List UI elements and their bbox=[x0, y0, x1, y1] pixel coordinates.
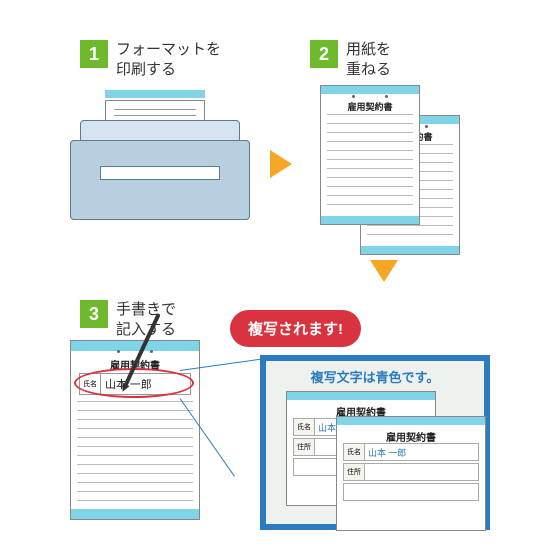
arrow-down-icon bbox=[370, 260, 398, 282]
doc-title: 雇用契約書 bbox=[337, 429, 485, 444]
zoom-sheet-2: 雇用契約書 氏名山本 一郎 住所 bbox=[336, 416, 486, 531]
step-2-label: 用紙を 重ねる bbox=[346, 40, 391, 79]
step-2-header: 2 用紙を 重ねる bbox=[310, 40, 391, 79]
step-1-number: 1 bbox=[80, 40, 108, 68]
zoom-panel: 複写文字は青色です。 雇用契約書 氏名山本 一郎 住所 雇用契約書 氏名山本 一… bbox=[260, 355, 490, 530]
step-3-number: 3 bbox=[80, 300, 108, 328]
printer-illustration bbox=[70, 90, 250, 220]
doc-title: 雇用契約書 bbox=[321, 100, 419, 113]
step-3-label: 手書きで 記入する bbox=[116, 300, 176, 339]
highlight-circle bbox=[74, 368, 194, 398]
zoom-note: 複写文字は青色です。 bbox=[266, 367, 484, 386]
arrow-right-icon bbox=[270, 150, 292, 178]
sheet-front: 雇用契約書 bbox=[320, 85, 420, 225]
step-3-header: 3 手書きで 記入する bbox=[80, 300, 176, 339]
stacked-sheets: 雇用契約書 雇用契約書 bbox=[310, 85, 480, 255]
step-1-header: 1 フォーマットを 印刷する bbox=[80, 40, 221, 79]
copy-badge: 複写されます! bbox=[230, 310, 361, 347]
step-2-number: 2 bbox=[310, 40, 338, 68]
step-1-label: フォーマットを 印刷する bbox=[116, 40, 221, 79]
